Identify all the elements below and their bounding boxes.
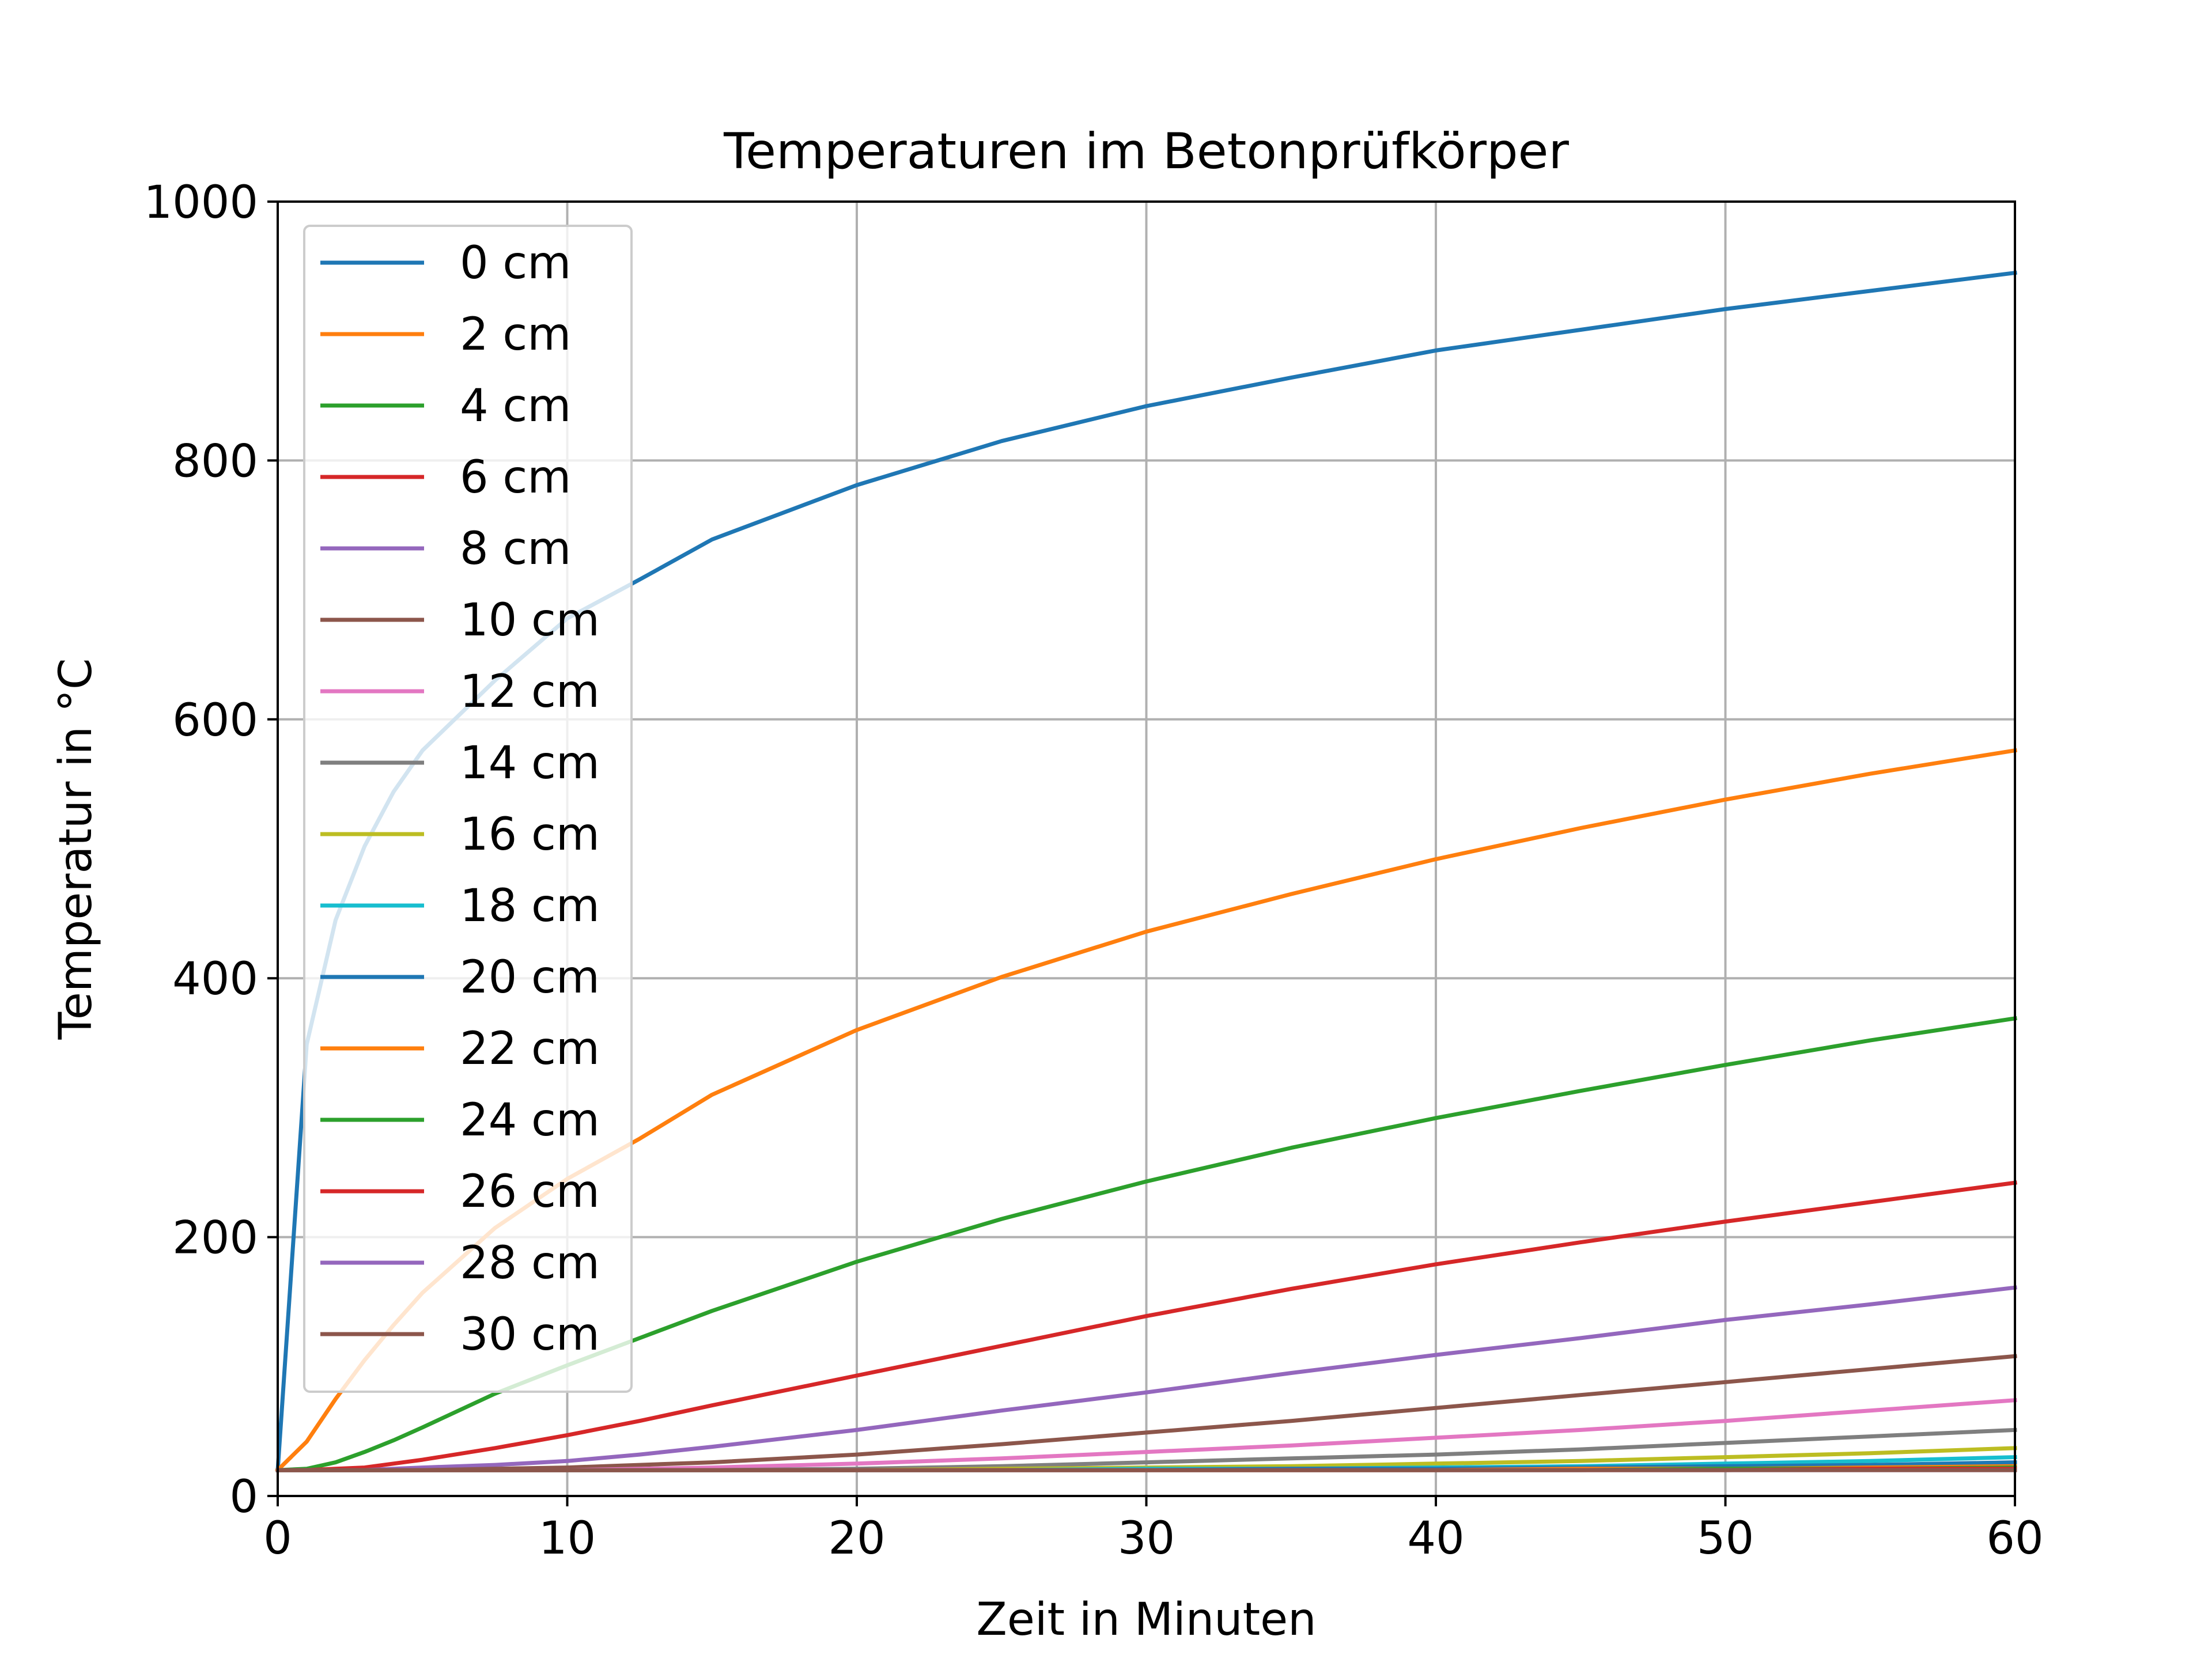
legend-label: 0 cm: [460, 237, 571, 289]
legend-label: 4 cm: [460, 380, 571, 432]
chart-title: Temperaturen im Betonprüfkörper: [723, 123, 1569, 180]
legend-label: 12 cm: [460, 666, 600, 718]
legend-label: 20 cm: [460, 952, 600, 1003]
x-tick-label: 0: [263, 1513, 292, 1565]
y-axis-label: Temperatur in °C: [50, 658, 102, 1040]
x-tick-label: 50: [1697, 1513, 1754, 1565]
series-line-6-cm: [275, 1180, 2017, 1472]
legend-label: 24 cm: [460, 1094, 600, 1146]
y-tick-label: 400: [172, 953, 258, 1005]
legend: 0 cm 2 cm 4 cm 6 cm 8 cm 10 cm 12 cm 14 cm 16 cm…: [303, 225, 633, 1393]
x-tick-label: 20: [828, 1513, 885, 1565]
legend-label: 14 cm: [460, 737, 600, 789]
legend-label: 18 cm: [460, 880, 600, 932]
series-line-4-cm: [275, 1016, 2017, 1472]
series-lines: [275, 270, 2018, 1474]
y-tick-label: 0: [229, 1471, 258, 1523]
x-tick-label: 30: [1118, 1513, 1175, 1565]
y-tick-label: 1000: [143, 177, 258, 229]
legend-label: 26 cm: [460, 1166, 600, 1218]
x-tick-label: 40: [1407, 1513, 1464, 1565]
legend-label: 30 cm: [460, 1309, 600, 1361]
x-axis-label: Zeit in Minuten: [976, 1594, 1316, 1646]
legend-label: 16 cm: [460, 809, 600, 861]
legend-label: 22 cm: [460, 1023, 600, 1075]
legend-label: 2 cm: [460, 309, 571, 361]
legend-label: 28 cm: [460, 1237, 600, 1289]
legend-box: [303, 225, 633, 1393]
y-tick-label: 800: [172, 435, 258, 487]
x-tick-label: 60: [1986, 1513, 2043, 1565]
y-tick-label: 600: [172, 695, 258, 747]
legend-label: 8 cm: [460, 523, 571, 575]
x-tick-label: 10: [539, 1513, 596, 1565]
legend-label: 6 cm: [460, 452, 571, 503]
legend-label: 10 cm: [460, 594, 600, 646]
y-tick-label: 200: [172, 1213, 258, 1264]
